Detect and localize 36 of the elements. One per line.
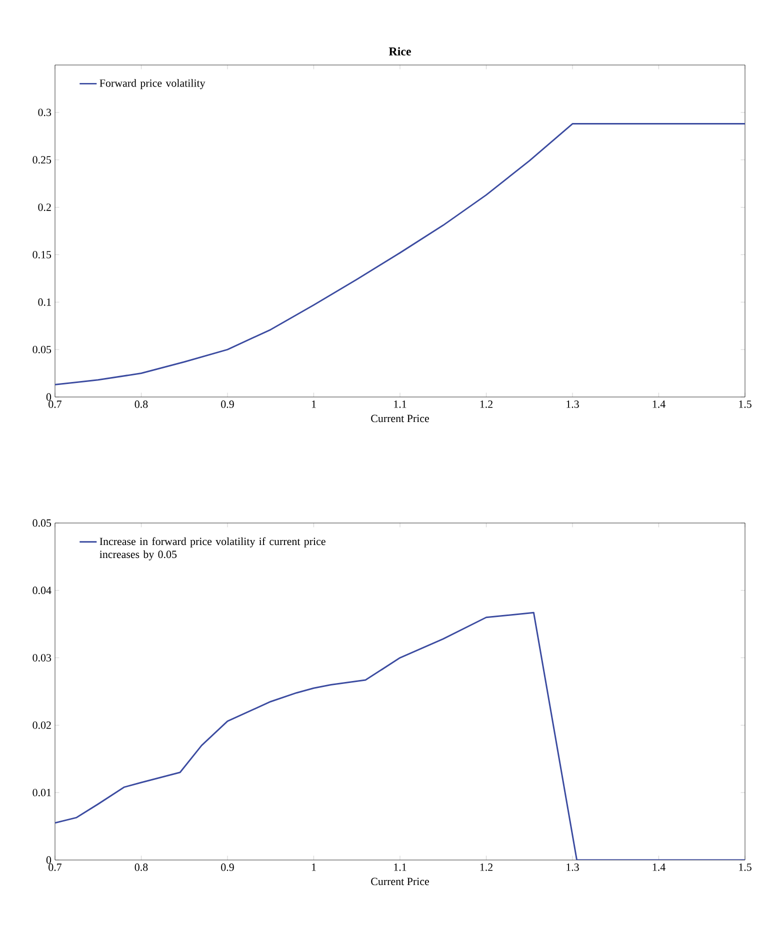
x-tick-label: 0.7 <box>48 400 62 408</box>
y-tick-label: 0.04 <box>32 586 52 594</box>
y-tick-label: 0.05 <box>32 346 52 354</box>
legend-label: Increase in forward price volatility if current price increases by 0.05 <box>100 537 326 560</box>
y-tick-label: 0.2 <box>38 204 51 211</box>
x-tick-label: 1.1 <box>394 864 406 871</box>
y-tick-label: 0.01 <box>32 788 51 796</box>
x-tick-label: 0.7 <box>48 864 62 871</box>
x-tick-label: 1.4 <box>652 864 666 871</box>
y-tick-label: 0.3 <box>38 108 52 116</box>
x-tick-label: 1.5 <box>739 864 752 871</box>
x-tick-label: 1.3 <box>566 400 579 408</box>
y-tick-label: 0.15 <box>32 250 52 258</box>
x-tick-label: 0.8 <box>134 864 148 871</box>
x-tick-label: 1.5 <box>739 400 752 408</box>
x-tick-label: 0.9 <box>221 400 234 408</box>
x-tick-label: 1.1 <box>394 400 406 408</box>
y-tick-label: 0.03 <box>32 654 52 662</box>
y-tick-label: 0.25 <box>32 156 52 164</box>
y-tick-label: 0 <box>46 856 52 864</box>
y-tick-label: 0.05 <box>32 519 52 527</box>
x-tick-label: 1 <box>312 400 316 408</box>
x-tick-label: 0.9 <box>221 864 234 871</box>
x-tick-label: 1.2 <box>480 400 492 408</box>
legend-label: Forward price volatility <box>100 79 206 90</box>
x-tick-label: 1 <box>312 864 316 871</box>
y-tick-label: 0.1 <box>38 298 51 306</box>
y-tick-label: 0.02 <box>32 721 51 729</box>
y-tick-label: 0 <box>46 393 52 401</box>
x-tick-label: 0.8 <box>134 400 148 408</box>
x-axis-title: Current Price <box>371 414 429 422</box>
x-tick-label: 1.3 <box>566 864 579 871</box>
chart-title: Rice <box>388 47 411 56</box>
x-axis-title: Current Price <box>371 878 429 886</box>
x-tick-label: 1.2 <box>480 864 492 871</box>
x-tick-label: 1.4 <box>652 400 666 408</box>
